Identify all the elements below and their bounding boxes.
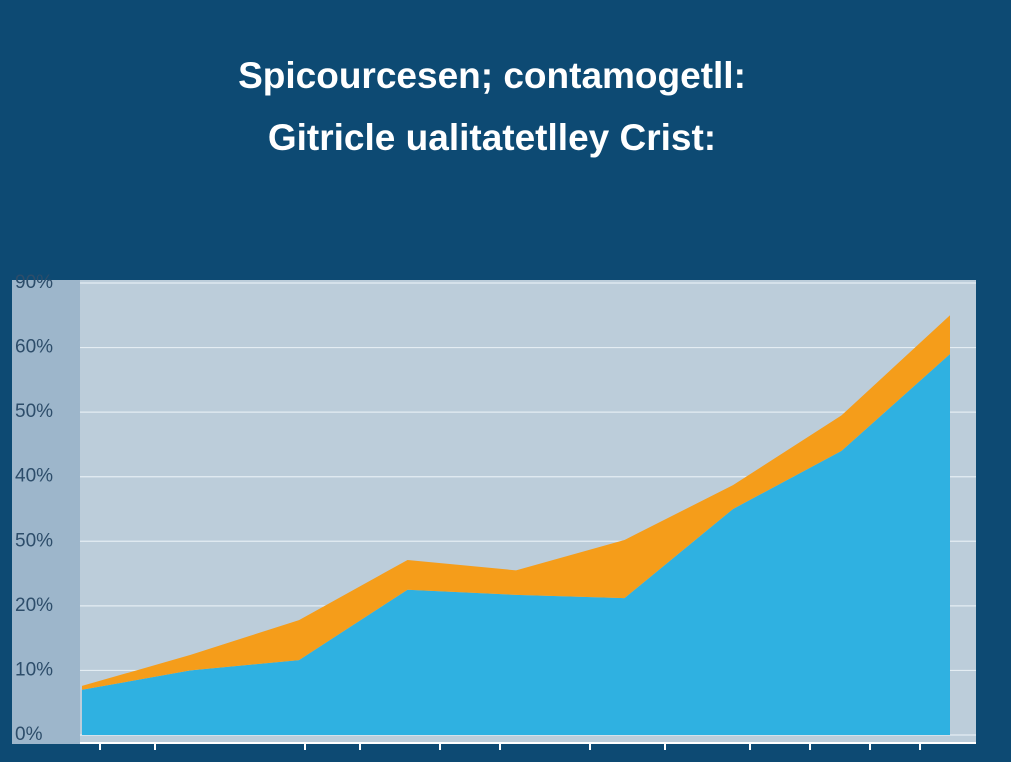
y-tick-label: 60% (15, 337, 53, 358)
chart-title: Spicourcesen; contamogetll: (238, 55, 746, 96)
y-tick-label: 20% (15, 595, 53, 616)
y-tick-label: 10% (15, 659, 53, 680)
y-tick-label: 0% (15, 724, 43, 745)
x-axis-ticks (99, 743, 921, 750)
y-tick-label: 50% (15, 401, 53, 422)
chart-subtitle: Gitricle ualitatetlley Crist: (268, 117, 716, 158)
y-tick-label: 50% (15, 530, 53, 551)
y-tick-label: 90% (15, 272, 53, 293)
y-tick-label: 40% (15, 466, 53, 487)
axis-panel (12, 280, 80, 744)
area (82, 354, 950, 735)
